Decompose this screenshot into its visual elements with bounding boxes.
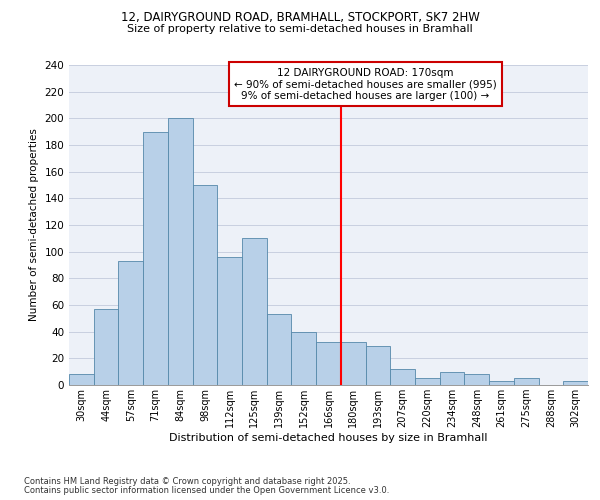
Bar <box>365 346 390 385</box>
Bar <box>267 314 292 385</box>
Bar <box>316 342 341 385</box>
Text: 12, DAIRYGROUND ROAD, BRAMHALL, STOCKPORT, SK7 2HW: 12, DAIRYGROUND ROAD, BRAMHALL, STOCKPOR… <box>121 11 479 24</box>
Bar <box>94 309 118 385</box>
Bar <box>292 332 316 385</box>
Bar <box>514 378 539 385</box>
Bar <box>440 372 464 385</box>
Bar <box>464 374 489 385</box>
Bar <box>143 132 168 385</box>
Bar <box>69 374 94 385</box>
Bar <box>118 261 143 385</box>
Text: Contains public sector information licensed under the Open Government Licence v3: Contains public sector information licen… <box>24 486 389 495</box>
Bar <box>193 185 217 385</box>
Bar <box>415 378 440 385</box>
Y-axis label: Number of semi-detached properties: Number of semi-detached properties <box>29 128 39 322</box>
Bar <box>168 118 193 385</box>
Bar <box>489 381 514 385</box>
Bar <box>242 238 267 385</box>
Text: Contains HM Land Registry data © Crown copyright and database right 2025.: Contains HM Land Registry data © Crown c… <box>24 477 350 486</box>
Bar <box>390 369 415 385</box>
Bar <box>341 342 365 385</box>
Bar <box>563 381 588 385</box>
Bar <box>217 257 242 385</box>
X-axis label: Distribution of semi-detached houses by size in Bramhall: Distribution of semi-detached houses by … <box>169 433 488 443</box>
Text: Size of property relative to semi-detached houses in Bramhall: Size of property relative to semi-detach… <box>127 24 473 34</box>
Text: 12 DAIRYGROUND ROAD: 170sqm
← 90% of semi-detached houses are smaller (995)
9% o: 12 DAIRYGROUND ROAD: 170sqm ← 90% of sem… <box>234 68 497 101</box>
